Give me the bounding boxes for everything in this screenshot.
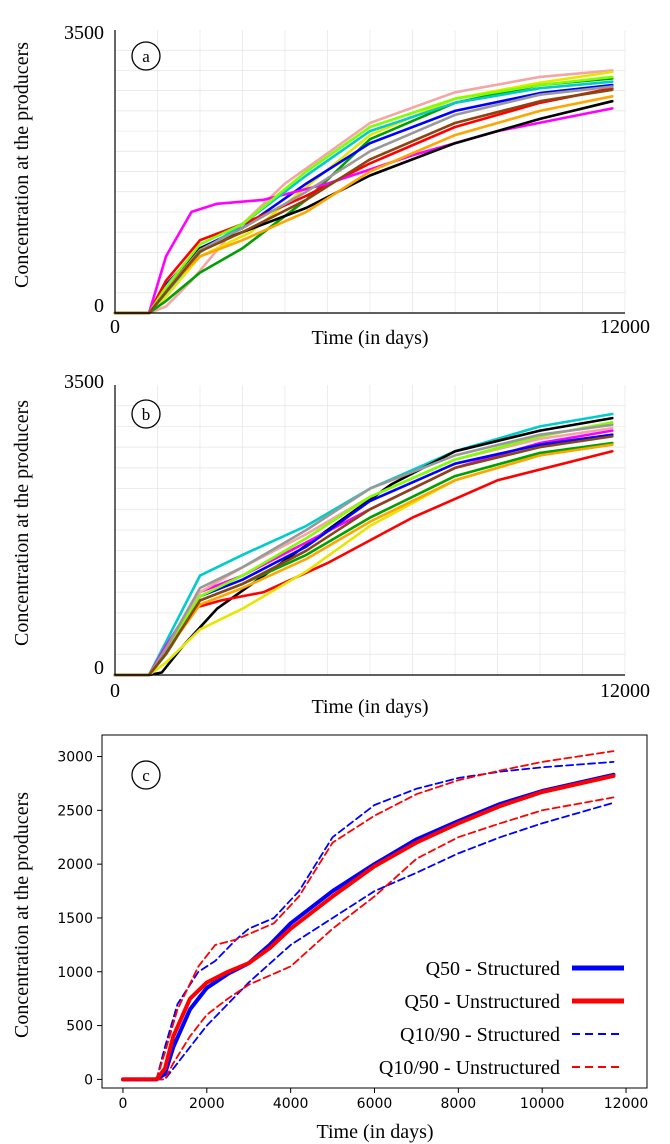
panel-c-legend-label: Q10/90 - Unstructured (379, 1057, 560, 1079)
panel-a-ytick-bottom: 0 (94, 295, 104, 317)
panel-a-xtick-left: 0 (110, 316, 120, 338)
panel-a-series (113, 69, 614, 315)
panel-c-series-line-3 (122, 761, 615, 1081)
panel-c-ytick-label: 1500 (57, 911, 93, 927)
panel-a-series-line-3 (113, 77, 614, 315)
panel-c-series-line-6 (122, 796, 615, 1081)
panel-a-xtick-right: 12000 (600, 316, 650, 338)
panel-c-ytick-label: 2500 (57, 803, 93, 819)
panel-b-xlabel: Time (in days) (311, 696, 428, 718)
panel-b-ytick-bottom: 0 (94, 657, 104, 679)
panel-c-xtick-label: 10000 (520, 1096, 565, 1112)
panel-a-xlabel: Time (in days) (311, 327, 428, 349)
panel-c-ytick-label: 2000 (57, 857, 93, 873)
panel-b-ylabel: Concentration at the producers (11, 400, 33, 646)
panel-c-legend: Q50 - Structured Q50 - Unstructured Q10/90… (379, 958, 624, 1079)
panel-b-series-line-11 (113, 423, 614, 677)
panel-b: b 3500 0 0 12000 Time (in days) Concentr… (11, 371, 650, 718)
panel-b-label: b (142, 405, 151, 424)
panel-c-ylabel: Concentration at the producers (11, 792, 33, 1038)
panel-c-ytick-label: 1000 (57, 965, 93, 981)
panel-c-frame (101, 734, 648, 1089)
panel-c-xtick-label: 6000 (357, 1096, 393, 1112)
panel-c-xlabel: Time (in days) (316, 1121, 433, 1143)
panel-a-label-circle (131, 41, 161, 71)
panel-c-legend-label: Q50 - Structured (426, 958, 560, 980)
panel-c-ytick-label: 0 (84, 1072, 93, 1088)
panel-b-series-line-12 (113, 435, 614, 677)
panel-c-ytick-label: 500 (66, 1019, 93, 1035)
panel-b-label-circle (131, 399, 161, 429)
panel-c-series-line-4 (122, 750, 615, 1081)
panel-a: a 3500 0 0 12000 Time (in days) Concentr… (11, 22, 650, 349)
panel-c-series-line-1 (121, 772, 616, 1082)
panel-c-xtick-label: 4000 (273, 1096, 309, 1112)
panel-c-label-circle (131, 760, 161, 790)
panel-c-legend-label: Q50 - Unstructured (404, 991, 560, 1013)
panel-c: 0 2000 4000 6000 8000 10000 12000 0 500 1000 1500 2… (11, 734, 648, 1143)
panel-c-label: c (142, 766, 150, 785)
panel-c-ticks: 0 2000 4000 6000 8000 10000 12000 0 500 1000 1500 2… (57, 750, 648, 1112)
panel-c-series (121, 750, 616, 1082)
panel-b-series (113, 412, 614, 677)
panel-c-xtick-label: 8000 (441, 1096, 477, 1112)
panel-c-legend-label: Q10/90 - Structured (400, 1024, 560, 1046)
panel-c-series-line-2 (121, 773, 616, 1082)
panel-b-xtick-right: 12000 (600, 680, 650, 702)
panel-b-xtick-left: 0 (110, 680, 120, 702)
panel-a-ylabel: Concentration at the producers (11, 42, 33, 288)
panel-c-ytick-label: 3000 (57, 750, 93, 766)
panel-a-series-line-11 (113, 75, 614, 315)
panel-a-ytick-top: 3500 (64, 22, 104, 44)
panel-c-series-line-5 (122, 801, 615, 1081)
panel-a-label: a (142, 47, 150, 66)
panel-a-series-line-1 (113, 69, 614, 315)
panel-c-xtick-label: 0 (119, 1096, 128, 1112)
panel-a-series-line-12 (113, 88, 614, 315)
panel-b-ytick-top: 3500 (64, 371, 104, 393)
panel-c-xtick-label: 2000 (189, 1096, 225, 1112)
panel-c-xtick-label: 12000 (604, 1096, 649, 1112)
